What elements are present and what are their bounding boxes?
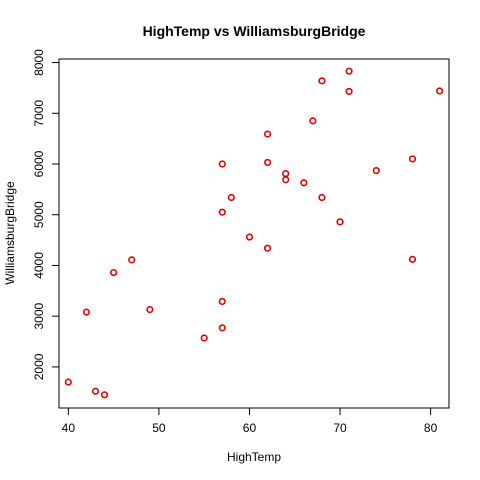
data-point xyxy=(110,268,118,277)
data-point xyxy=(263,130,272,138)
y-tick-label: 7000 xyxy=(32,100,46,127)
data-points xyxy=(64,67,444,399)
x-tick-label: 80 xyxy=(424,421,438,435)
data-point xyxy=(336,218,344,226)
x-tick-label: 70 xyxy=(333,421,347,435)
y-tick-label: 8000 xyxy=(32,49,46,76)
y-tick-label: 2000 xyxy=(32,353,46,380)
y-axis-label: WilliamsburgBridge xyxy=(3,181,17,285)
x-tick-label: 40 xyxy=(62,421,76,435)
data-point xyxy=(227,193,235,202)
data-point xyxy=(309,117,317,125)
y-axis: 2000 3000 4000 5000 6000 7000 8000 xyxy=(32,49,60,380)
data-point xyxy=(436,87,444,95)
data-point xyxy=(318,77,326,85)
data-point xyxy=(318,193,326,202)
data-point xyxy=(146,305,154,314)
data-point xyxy=(300,179,308,187)
data-point xyxy=(408,155,417,163)
data-point xyxy=(282,176,290,184)
y-tick-label: 6000 xyxy=(32,150,46,177)
y-tick-label: 4000 xyxy=(32,252,46,279)
data-point xyxy=(245,233,254,241)
data-point xyxy=(128,256,136,264)
data-point xyxy=(263,158,272,167)
data-point xyxy=(408,255,417,263)
data-point xyxy=(64,378,72,386)
data-point xyxy=(345,67,353,75)
data-point xyxy=(345,87,353,96)
y-tick-label: 5000 xyxy=(32,201,46,228)
data-point xyxy=(100,391,109,399)
data-point xyxy=(372,166,380,175)
data-point xyxy=(218,297,226,306)
data-point xyxy=(200,334,208,342)
chart-title: HighTemp vs WilliamsburgBridge xyxy=(143,23,366,39)
data-point xyxy=(218,324,226,332)
data-point xyxy=(218,160,226,168)
y-tick-label: 3000 xyxy=(32,303,46,330)
x-axis: 40 50 60 70 80 xyxy=(62,407,438,435)
data-point xyxy=(91,387,100,395)
data-point xyxy=(263,244,272,252)
plot-frame xyxy=(58,58,450,409)
x-tick-label: 50 xyxy=(152,421,166,435)
data-point xyxy=(218,208,226,216)
x-axis-label: HighTemp xyxy=(227,450,281,464)
x-tick-label: 60 xyxy=(243,421,257,435)
data-point xyxy=(82,308,91,316)
data-point xyxy=(282,170,290,178)
